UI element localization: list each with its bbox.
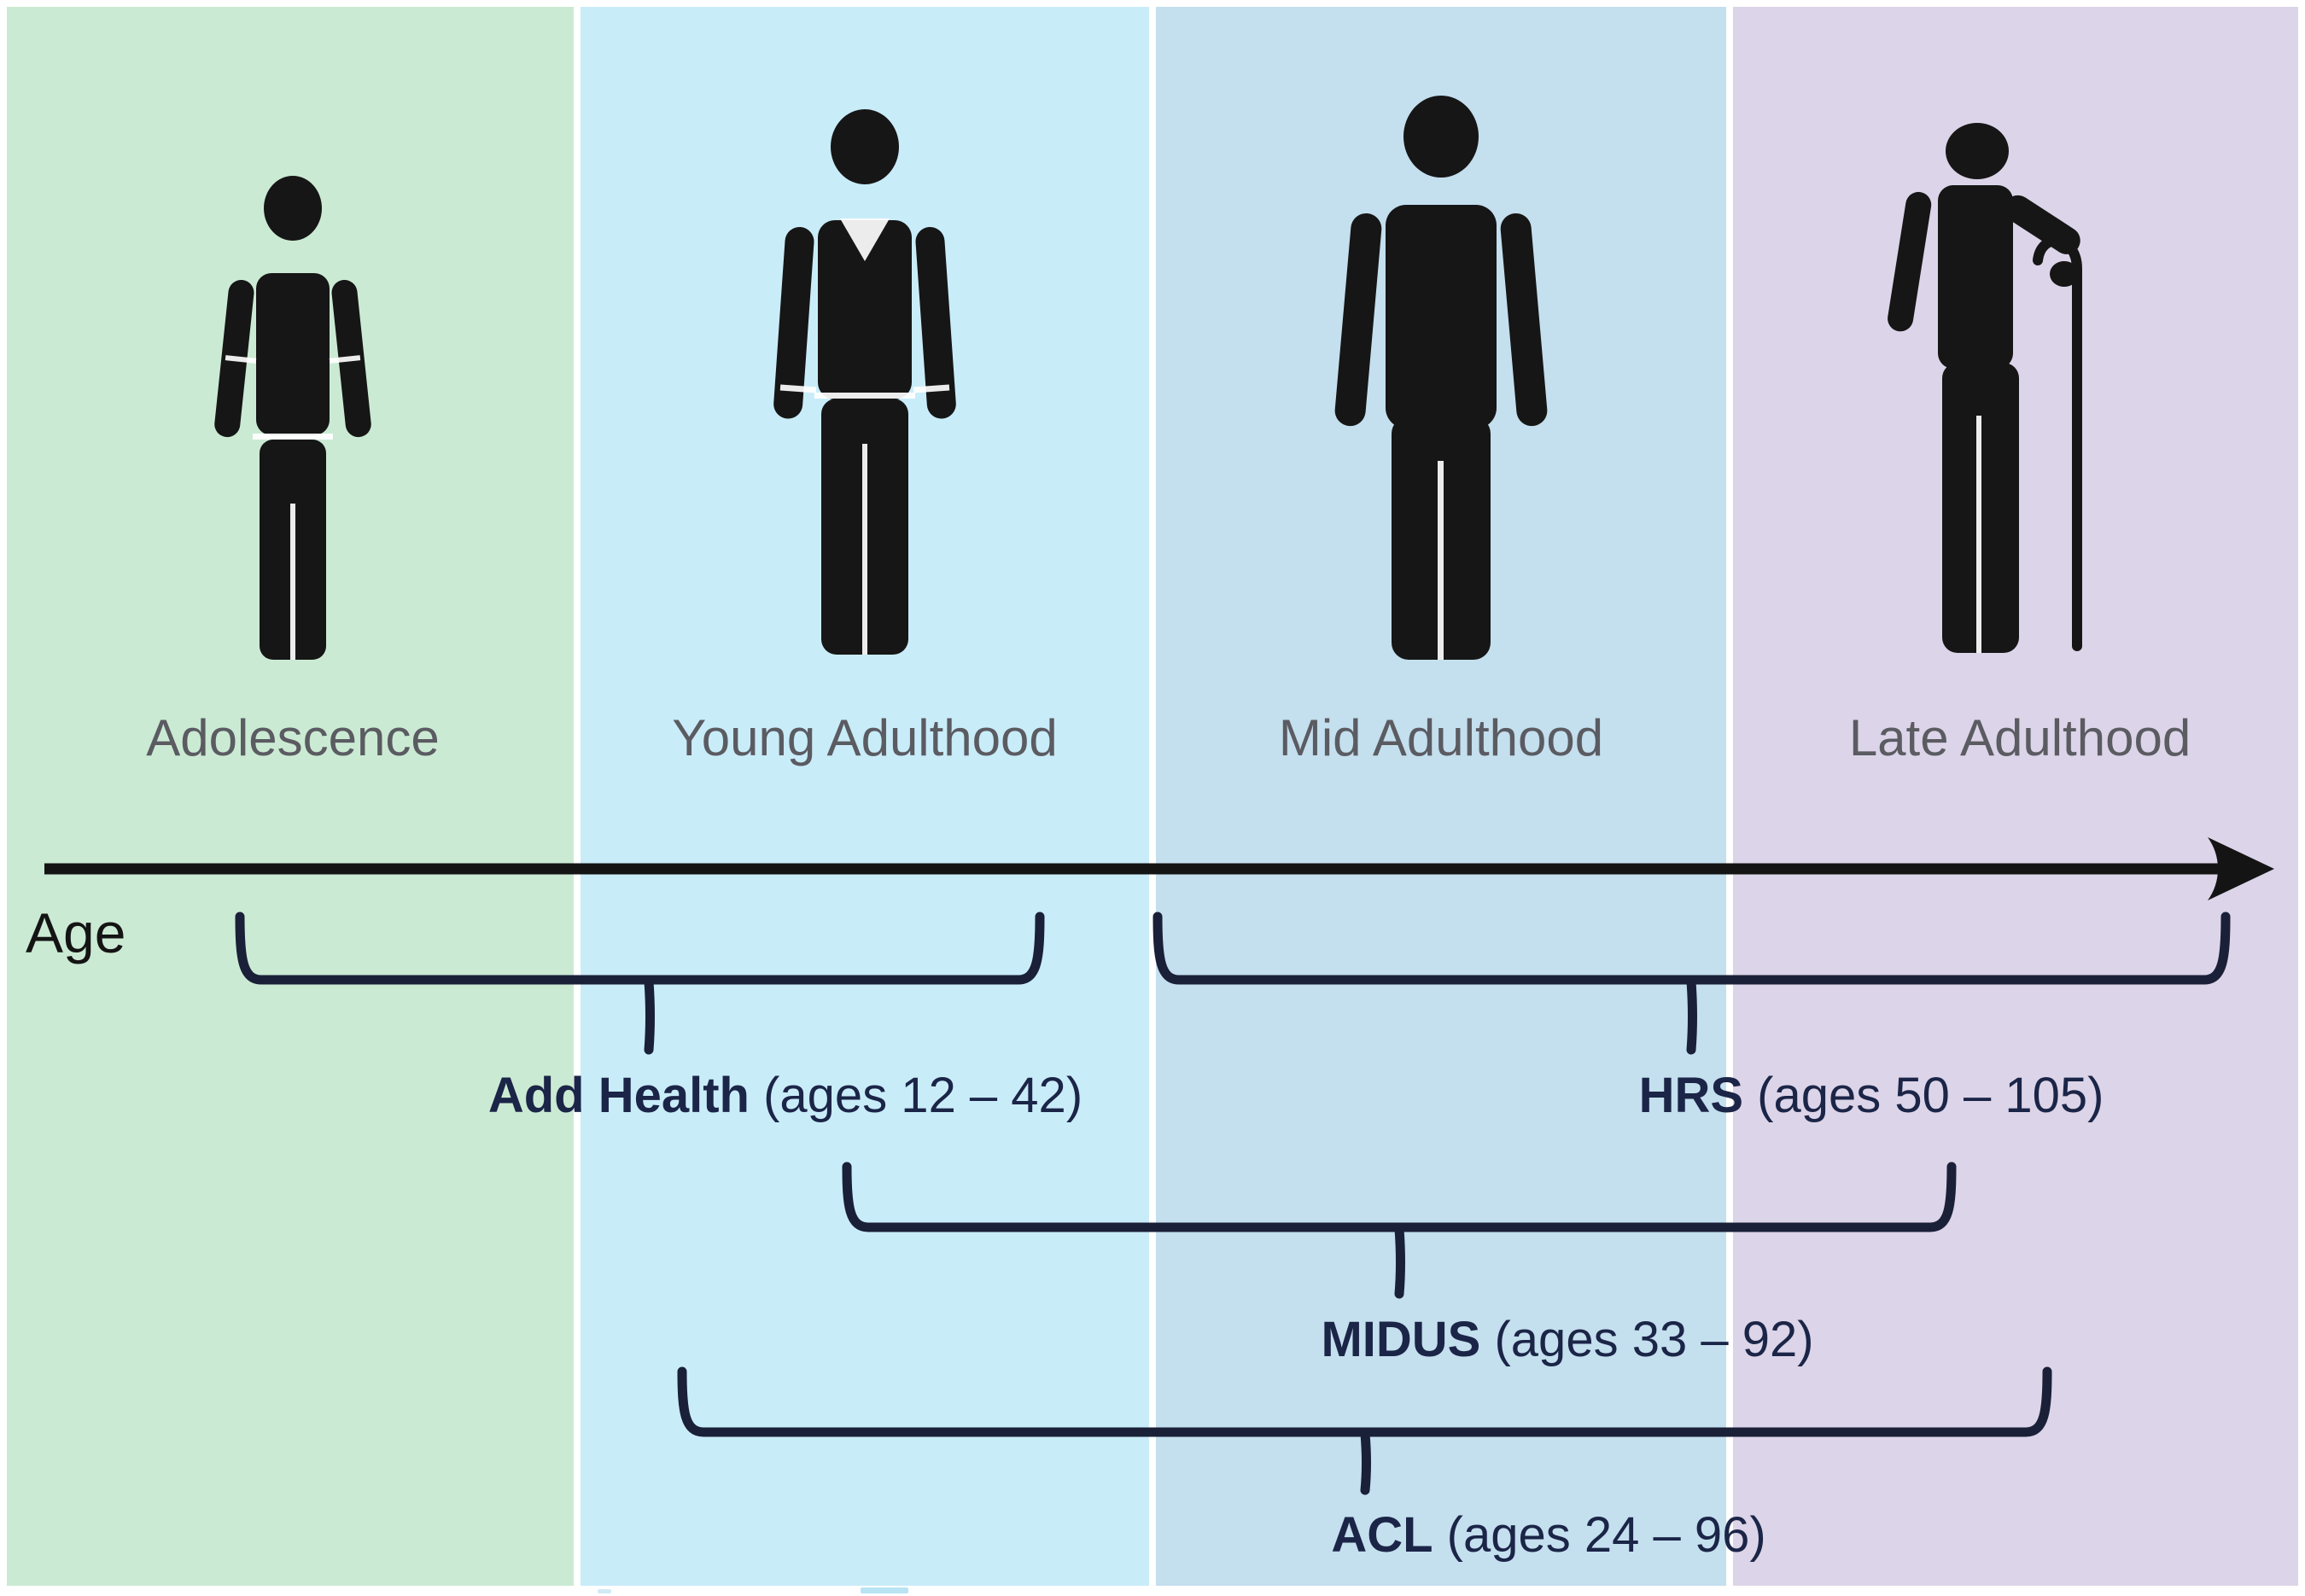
study-label-hrs: HRS (ages 50 – 105): [1639, 1067, 2104, 1125]
bracket-acl: [677, 1366, 2052, 1495]
mid-adult-figure-icon: [1334, 96, 1548, 660]
stage-label-young-adulthood: Young Adulthood: [672, 709, 1058, 766]
study-range-midus: (ages 33 – 92): [1480, 1312, 1814, 1367]
panel-late-adulthood: [1733, 7, 2298, 1586]
stage-label-mid-adulthood: Mid Adulthood: [1278, 709, 1604, 766]
bracket-midus: [842, 1162, 1957, 1299]
age-axis-arrow: [44, 837, 2274, 900]
bottom-crop-mark: [861, 1587, 908, 1593]
study-name-acl: ACL: [1331, 1507, 1433, 1563]
bracket-hrs: [1152, 912, 2231, 1055]
study-label-acl: ACL (ages 24 – 96): [1331, 1506, 1765, 1564]
panel-adolescence: [7, 7, 574, 1586]
age-axis-label: Age: [26, 901, 126, 964]
bracket-add-health: [235, 912, 1045, 1055]
older-adult-cane-figure-icon: [1888, 123, 2082, 653]
young-adult-figure-icon: [773, 109, 956, 655]
study-name-midus: MIDUS: [1321, 1312, 1481, 1367]
stage-label-late-adulthood: Late Adulthood: [1848, 709, 2191, 766]
bottom-crop-mark: [598, 1589, 611, 1593]
stage-label-adolescence: Adolescence: [146, 709, 440, 766]
study-label-midus: MIDUS (ages 33 – 92): [1321, 1311, 1813, 1369]
study-range-hrs: (ages 50 – 105): [1743, 1068, 2104, 1123]
study-name-hrs: HRS: [1638, 1068, 1744, 1123]
study-label-add-health: Add Health (ages 12 – 42): [488, 1067, 1082, 1125]
study-range-add-health: (ages 12 – 42): [749, 1068, 1083, 1123]
study-name-add-health: Add Health: [487, 1068, 750, 1123]
adolescent-figure-icon: [214, 176, 371, 660]
study-range-acl: (ages 24 – 96): [1433, 1507, 1766, 1563]
